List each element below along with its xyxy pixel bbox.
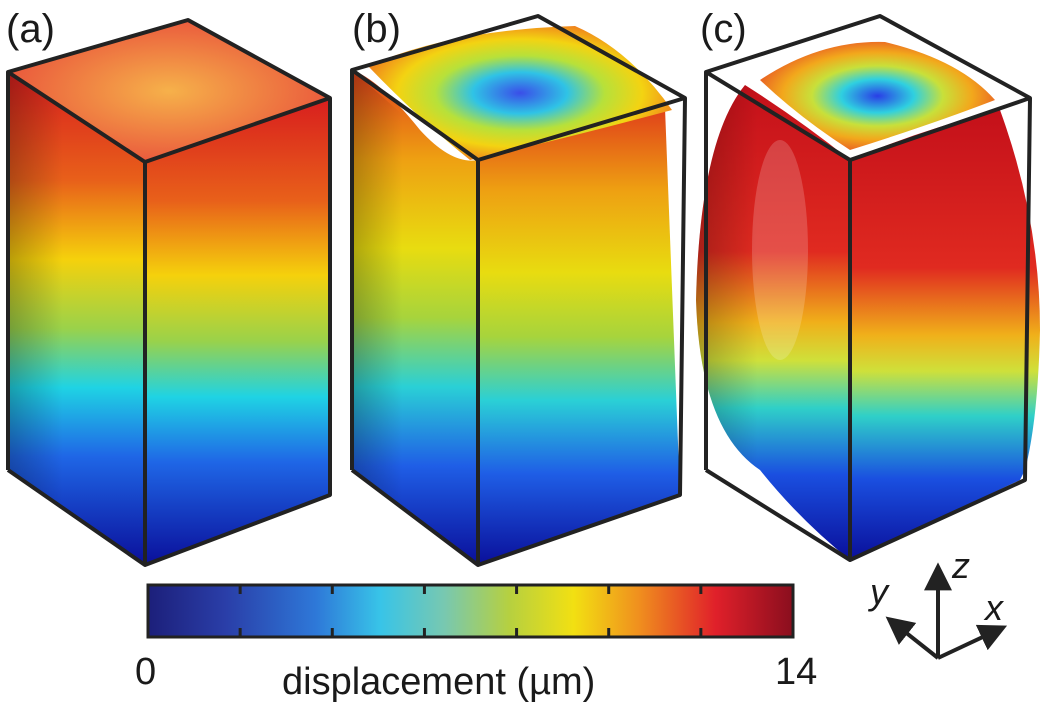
panel-a: (a) xyxy=(6,7,332,567)
panel-c: (c) xyxy=(696,7,1040,562)
panel-b-front-face xyxy=(478,108,680,565)
panel-b: (b) xyxy=(350,7,687,567)
colorbar-min-label: 0 xyxy=(135,651,156,693)
panel-c-label: (c) xyxy=(700,7,747,51)
y-axis-arrow xyxy=(885,616,940,660)
z-axis-label: z xyxy=(951,545,970,586)
colorbar-ticks xyxy=(238,585,703,637)
colorbar-max-label: 14 xyxy=(775,651,817,693)
x-axis-label: x xyxy=(983,587,1005,628)
colorbar-border xyxy=(146,583,795,639)
x-axis-arrow xyxy=(937,624,1008,660)
colorbar-gradient xyxy=(148,585,793,637)
panel-a-front-face xyxy=(145,98,330,565)
y-axis-label: y xyxy=(867,571,890,612)
panel-c-front-face xyxy=(850,110,1040,560)
panel-b-label: (b) xyxy=(352,7,401,51)
axis-triad: z y x xyxy=(867,545,1008,660)
panel-c-top-face xyxy=(760,41,995,150)
colorbar: 0 14 displacement (µm) xyxy=(135,583,817,703)
colorbar-title: displacement (µm) xyxy=(282,661,595,703)
panel-a-label: (a) xyxy=(6,7,55,51)
